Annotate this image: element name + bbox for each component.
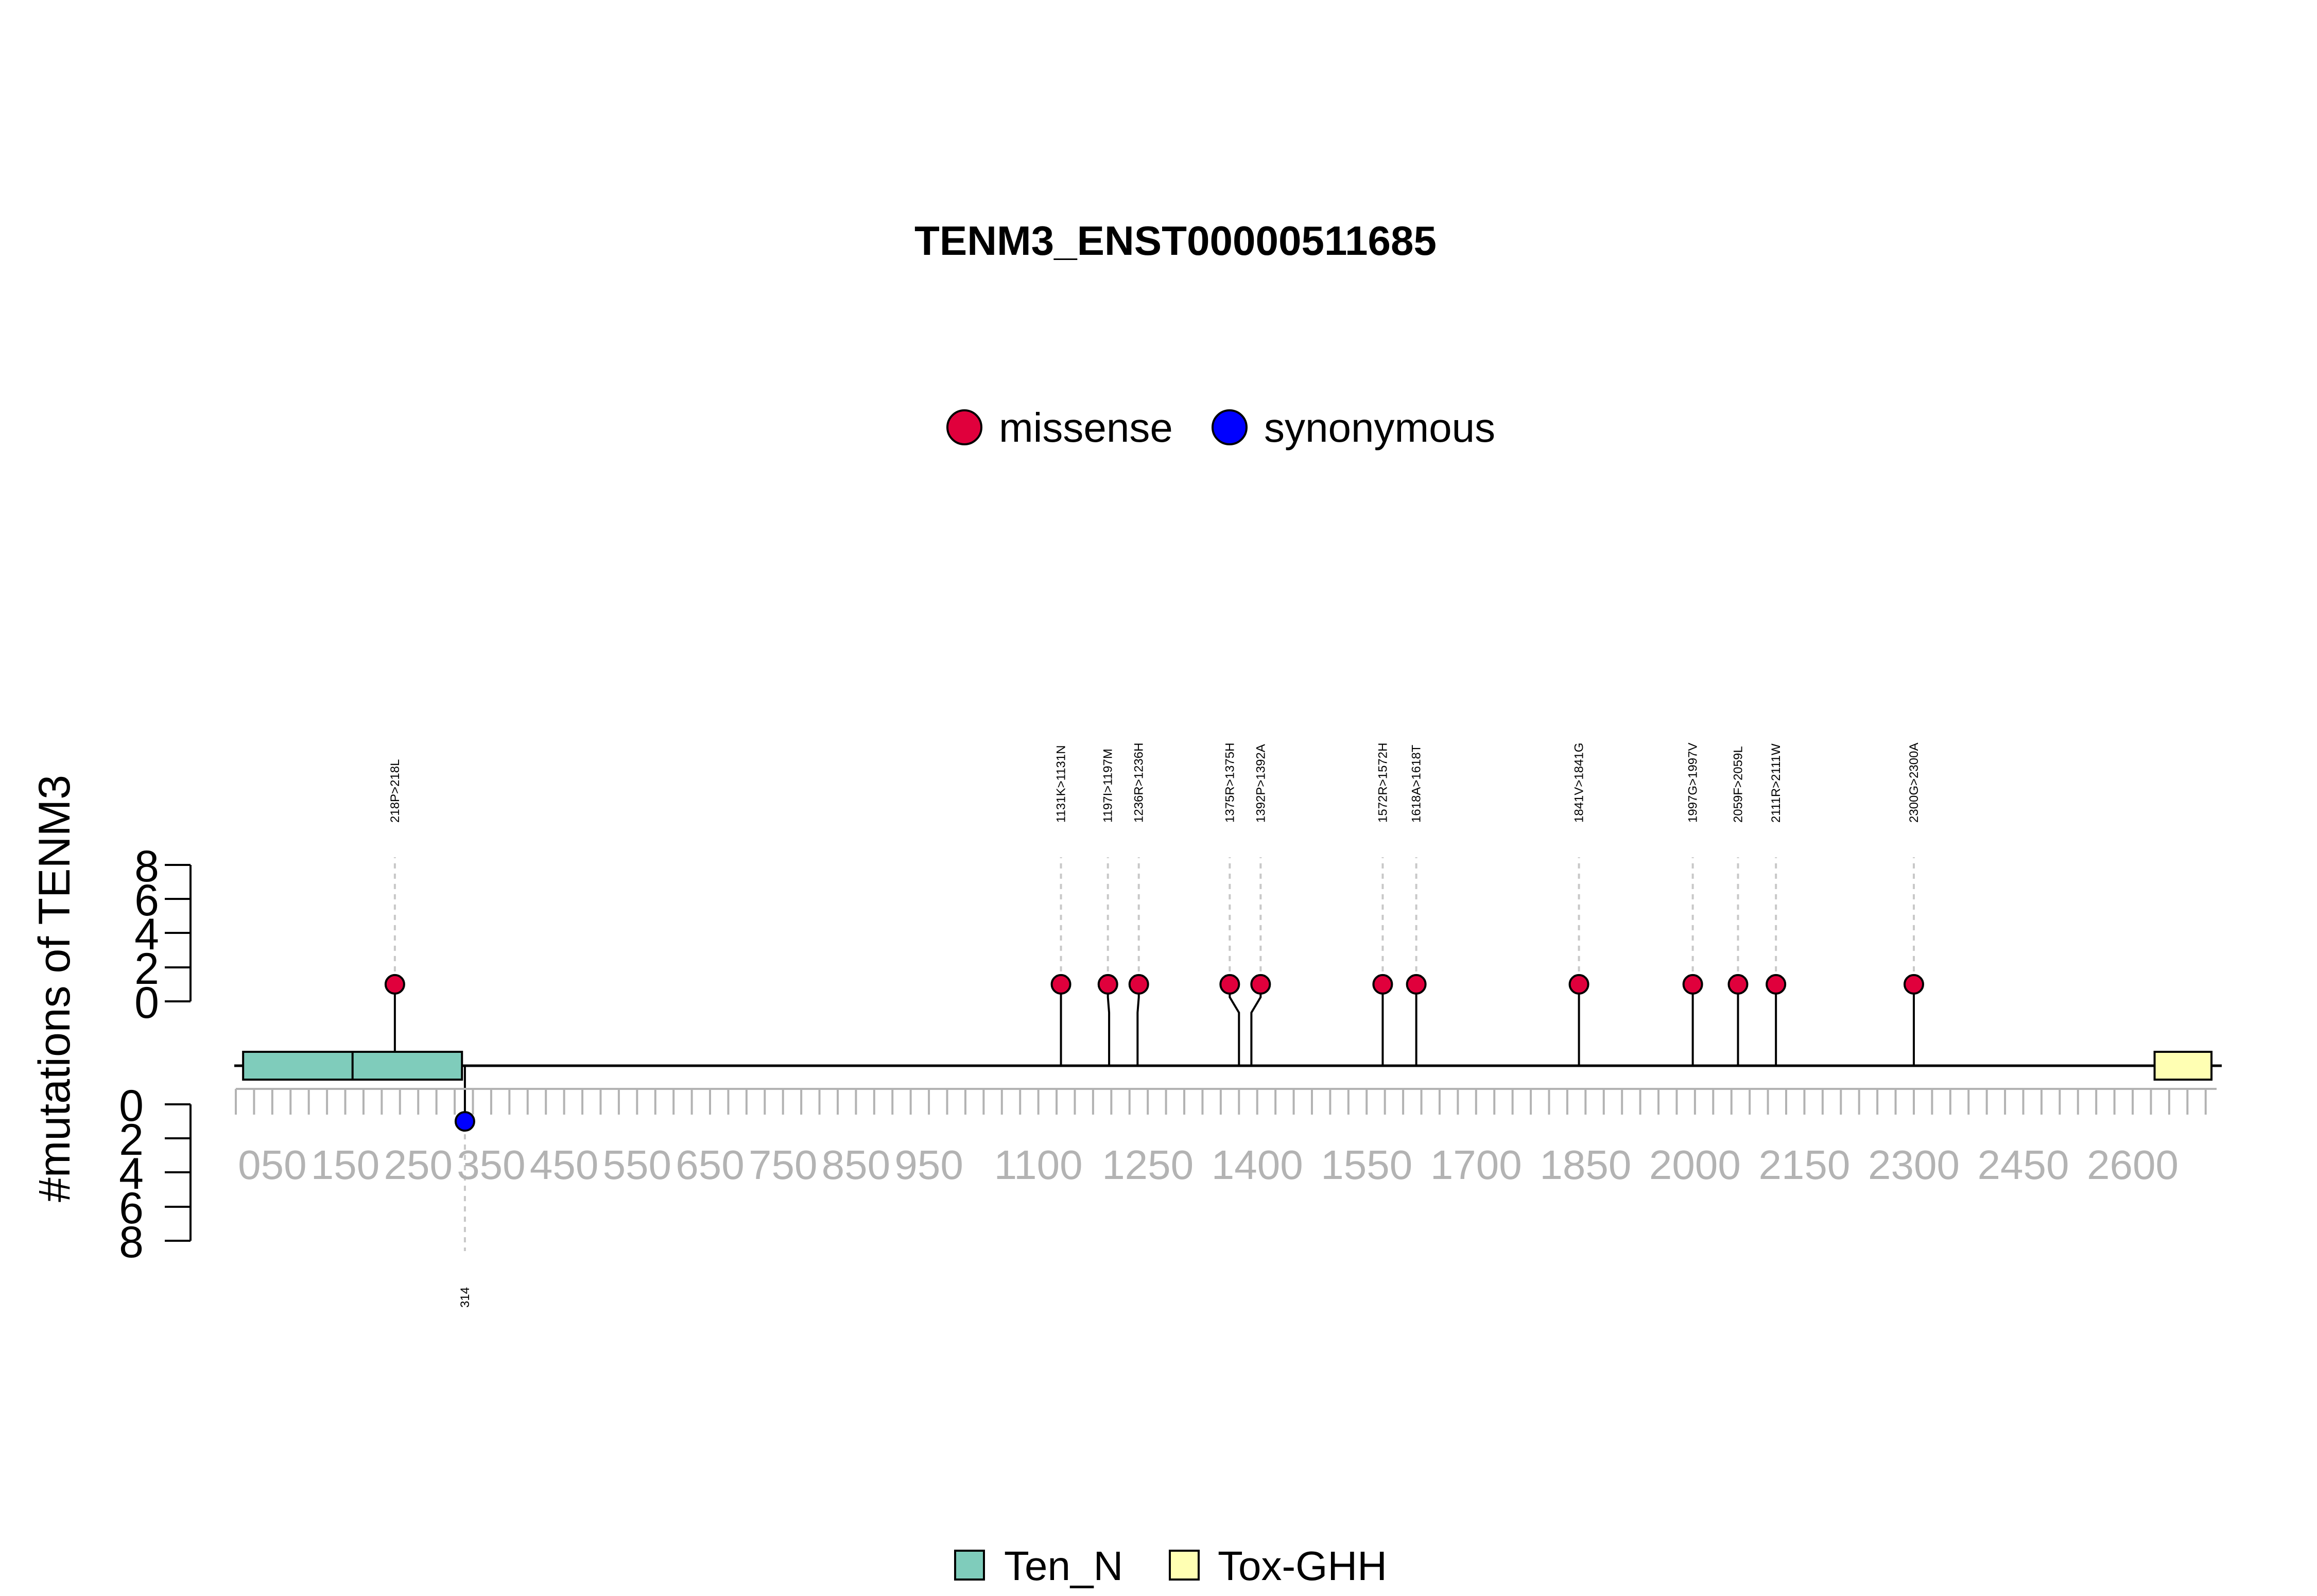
lower-y-tick-label: 0 (119, 1081, 144, 1131)
position-tick-label: 1100 (994, 1142, 1083, 1188)
y-axis-label: #mutations of TENM3 (30, 775, 79, 1202)
position-tick-label: 850 (822, 1142, 890, 1188)
mutation-label: 1841V>1841G (1572, 743, 1586, 823)
position-tick-label: 150 (311, 1142, 379, 1188)
position-tick-label: 350 (457, 1142, 525, 1188)
upper-y-tick-label: 8 (134, 842, 159, 891)
upper-y-axis: 8 6 4 2 0 (134, 842, 192, 1028)
mutation-head-missense (1128, 974, 1149, 995)
position-tick-label: 050 (238, 1142, 306, 1188)
domain-legend: Ten_N Tox-GHH (954, 1543, 1387, 1589)
mutation-stem (1106, 984, 1111, 1066)
mutation-head-missense (1568, 974, 1589, 995)
position-tick-label: 950 (894, 1142, 963, 1188)
mutation-label: 2111R>2111W (1769, 743, 1783, 823)
mutation-stem (1250, 984, 1262, 1066)
position-tick-label: 1700 (1430, 1142, 1522, 1188)
upper-y-tick-label: 4 (134, 910, 159, 959)
mutation-head-missense (1406, 974, 1427, 995)
mutation-head-missense (1219, 974, 1240, 995)
lower-y-tick-label: 4 (119, 1149, 144, 1199)
mutation-guide-lines (393, 857, 1915, 1251)
upper-y-ticks (165, 864, 191, 1002)
position-tick-label: 2150 (1758, 1142, 1850, 1188)
upper-y-tick-label: 2 (134, 944, 159, 994)
position-tick-label: 450 (530, 1142, 598, 1188)
mutation-label: 1131K>1131N (1054, 745, 1068, 823)
mutation-label: 314 (458, 1287, 472, 1308)
chart-title: TENM3_ENST00000511685 (914, 218, 1437, 264)
mutation-label: 1197I>1197M (1101, 749, 1115, 823)
position-axis (235, 1088, 2217, 1115)
mutation-head-missense (384, 974, 405, 995)
mutation-head-synonymous (454, 1111, 475, 1132)
legend-ten-n-label: Ten_N (1004, 1543, 1123, 1589)
upper-y-tick-label: 0 (134, 978, 159, 1028)
mutation-label: 1618A>1618T (1410, 744, 1424, 823)
position-tick-label: 650 (676, 1142, 744, 1188)
position-tick-label: 1550 (1321, 1142, 1412, 1188)
position-tick-label: 750 (749, 1142, 817, 1188)
mutation-head-missense (1097, 974, 1118, 995)
mutation-head-missense (1372, 974, 1393, 995)
legend-tox-ghh-swatch (1169, 1550, 1200, 1581)
mutation-label: 1236R>1236H (1132, 743, 1146, 823)
position-tick-labels: 050 150 250 350 450 550 650 750 850 950 1100 1250 14… (238, 1142, 2178, 1188)
mutation-label: 2059F>2059L (1731, 746, 1745, 823)
legend-missense-label: missense (999, 405, 1173, 450)
domain-tox-ghh (2153, 1051, 2213, 1081)
position-tick-label: 2450 (1978, 1142, 2069, 1188)
mutation-heads (384, 974, 1924, 1132)
mutation-label: 1375R>1375H (1223, 743, 1237, 823)
mutation-label: 1997G>1997V (1686, 743, 1700, 823)
upper-y-tick-label: 6 (134, 876, 159, 925)
mutation-label: 218P>218L (388, 759, 402, 823)
mutation-stem (1229, 984, 1240, 1066)
legend-missense-swatch (946, 409, 982, 445)
protein-domains (242, 1051, 2213, 1081)
mutation-label: 1392P>1392A (1254, 744, 1268, 823)
mutation-labels: 218P>218L 1131K>1131N 1197I>1197M 1236R>123… (388, 743, 1921, 1308)
position-tick-label: 250 (384, 1142, 452, 1188)
position-tick-label: 550 (603, 1142, 671, 1188)
lower-y-tick-label: 2 (119, 1115, 144, 1165)
mutation-head-missense (1727, 974, 1749, 995)
mutation-stems (393, 984, 1915, 1122)
lower-y-tick-label: 6 (119, 1184, 144, 1233)
legend-tox-ghh-label: Tox-GHH (1218, 1543, 1387, 1589)
position-tick-label: 1400 (1212, 1142, 1303, 1188)
mutation-head-missense (1050, 974, 1071, 995)
mutation-head-missense (1903, 974, 1924, 995)
lower-y-tick-label: 8 (119, 1218, 144, 1267)
position-tick-label: 2000 (1649, 1142, 1741, 1188)
legend-synonymous-swatch (1212, 409, 1248, 445)
mutation-head-missense (1250, 974, 1271, 995)
legend-synonymous-label: synonymous (1264, 405, 1495, 450)
position-tick-label: 1850 (1540, 1142, 1631, 1188)
lower-y-ticks (165, 1103, 191, 1242)
mutation-type-legend: missense synonymous (946, 405, 1495, 450)
mutation-head-missense (1682, 974, 1703, 995)
mutation-label: 1572R>1572H (1376, 743, 1390, 823)
mutation-head-missense (1766, 974, 1787, 995)
mutation-stem (1136, 984, 1140, 1066)
lower-y-axis: 0 2 4 6 8 (119, 1081, 192, 1267)
legend-ten-n-swatch (954, 1550, 985, 1581)
position-tick-label: 2600 (2087, 1142, 2178, 1188)
position-tick-label: 2300 (1868, 1142, 1960, 1188)
position-tick-label: 1250 (1102, 1142, 1194, 1188)
mutation-label: 2300G>2300A (1907, 743, 1921, 823)
